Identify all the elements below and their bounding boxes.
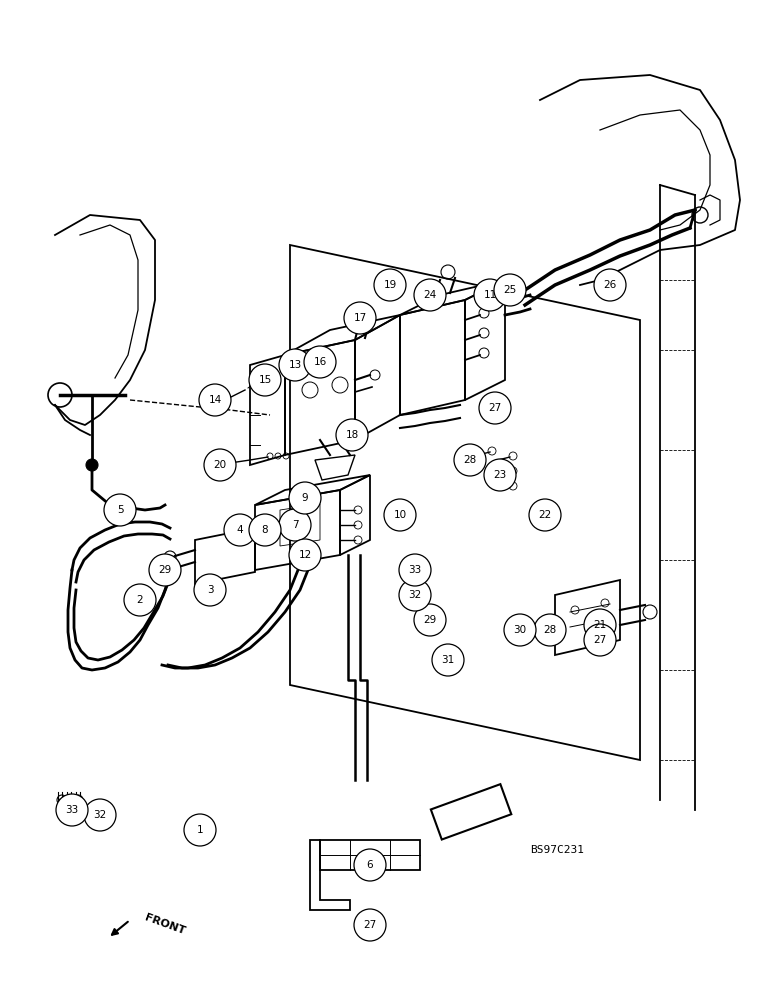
- Circle shape: [149, 554, 181, 586]
- Text: 19: 19: [384, 280, 397, 290]
- Circle shape: [104, 494, 136, 526]
- Circle shape: [374, 269, 406, 301]
- Circle shape: [529, 499, 561, 531]
- Text: 15: 15: [259, 375, 272, 385]
- Text: 5: 5: [117, 505, 124, 515]
- Text: 20: 20: [213, 460, 226, 470]
- Text: 13: 13: [289, 360, 302, 370]
- Text: 27: 27: [489, 403, 502, 413]
- Circle shape: [584, 609, 616, 641]
- Circle shape: [279, 509, 311, 541]
- Text: 28: 28: [463, 455, 476, 465]
- Text: 33: 33: [66, 805, 79, 815]
- Circle shape: [494, 274, 526, 306]
- Circle shape: [454, 444, 486, 476]
- Text: FRONT: FRONT: [144, 912, 187, 936]
- Text: 7: 7: [292, 520, 298, 530]
- Circle shape: [479, 392, 511, 424]
- Text: 21: 21: [594, 620, 607, 630]
- Circle shape: [194, 574, 226, 606]
- Circle shape: [199, 384, 231, 416]
- Circle shape: [474, 279, 506, 311]
- Circle shape: [399, 554, 431, 586]
- Text: 12: 12: [298, 550, 312, 560]
- Text: 9: 9: [302, 493, 308, 503]
- Circle shape: [289, 482, 321, 514]
- Circle shape: [86, 459, 98, 471]
- Text: 6: 6: [367, 860, 374, 870]
- Circle shape: [249, 514, 281, 546]
- Circle shape: [344, 302, 376, 334]
- Text: 24: 24: [423, 290, 437, 300]
- Text: 27: 27: [594, 635, 607, 645]
- Circle shape: [584, 624, 616, 656]
- Circle shape: [354, 849, 386, 881]
- Circle shape: [304, 346, 336, 378]
- Circle shape: [414, 279, 446, 311]
- Text: 32: 32: [93, 810, 107, 820]
- Circle shape: [124, 584, 156, 616]
- Text: 29: 29: [423, 615, 437, 625]
- Text: 14: 14: [208, 395, 222, 405]
- Text: 17: 17: [354, 313, 367, 323]
- Text: 30: 30: [513, 625, 527, 635]
- Text: 27: 27: [364, 920, 377, 930]
- Text: 26: 26: [604, 280, 617, 290]
- Text: 32: 32: [408, 590, 422, 600]
- Text: 18: 18: [345, 430, 359, 440]
- Circle shape: [354, 909, 386, 941]
- Text: 23: 23: [493, 470, 506, 480]
- Circle shape: [432, 644, 464, 676]
- Circle shape: [384, 499, 416, 531]
- Circle shape: [504, 614, 536, 646]
- Circle shape: [336, 419, 368, 451]
- Circle shape: [184, 814, 216, 846]
- Text: 2: 2: [137, 595, 144, 605]
- Text: 10: 10: [394, 510, 407, 520]
- Circle shape: [534, 614, 566, 646]
- Text: 16: 16: [313, 357, 327, 367]
- Text: 28: 28: [543, 625, 557, 635]
- Circle shape: [594, 269, 626, 301]
- Text: 8: 8: [262, 525, 269, 535]
- Text: 1: 1: [197, 825, 203, 835]
- Circle shape: [414, 604, 446, 636]
- Text: 4: 4: [237, 525, 243, 535]
- Text: 31: 31: [442, 655, 455, 665]
- Circle shape: [484, 459, 516, 491]
- Circle shape: [204, 449, 236, 481]
- Circle shape: [279, 349, 311, 381]
- Circle shape: [289, 539, 321, 571]
- Text: BS97C231: BS97C231: [530, 845, 584, 855]
- Circle shape: [84, 799, 116, 831]
- Circle shape: [224, 514, 256, 546]
- Text: 22: 22: [538, 510, 552, 520]
- Text: 25: 25: [503, 285, 516, 295]
- Circle shape: [56, 794, 88, 826]
- Text: 3: 3: [207, 585, 213, 595]
- Circle shape: [249, 364, 281, 396]
- Text: 33: 33: [408, 565, 422, 575]
- Text: 29: 29: [158, 565, 171, 575]
- Text: 11: 11: [483, 290, 496, 300]
- Circle shape: [399, 579, 431, 611]
